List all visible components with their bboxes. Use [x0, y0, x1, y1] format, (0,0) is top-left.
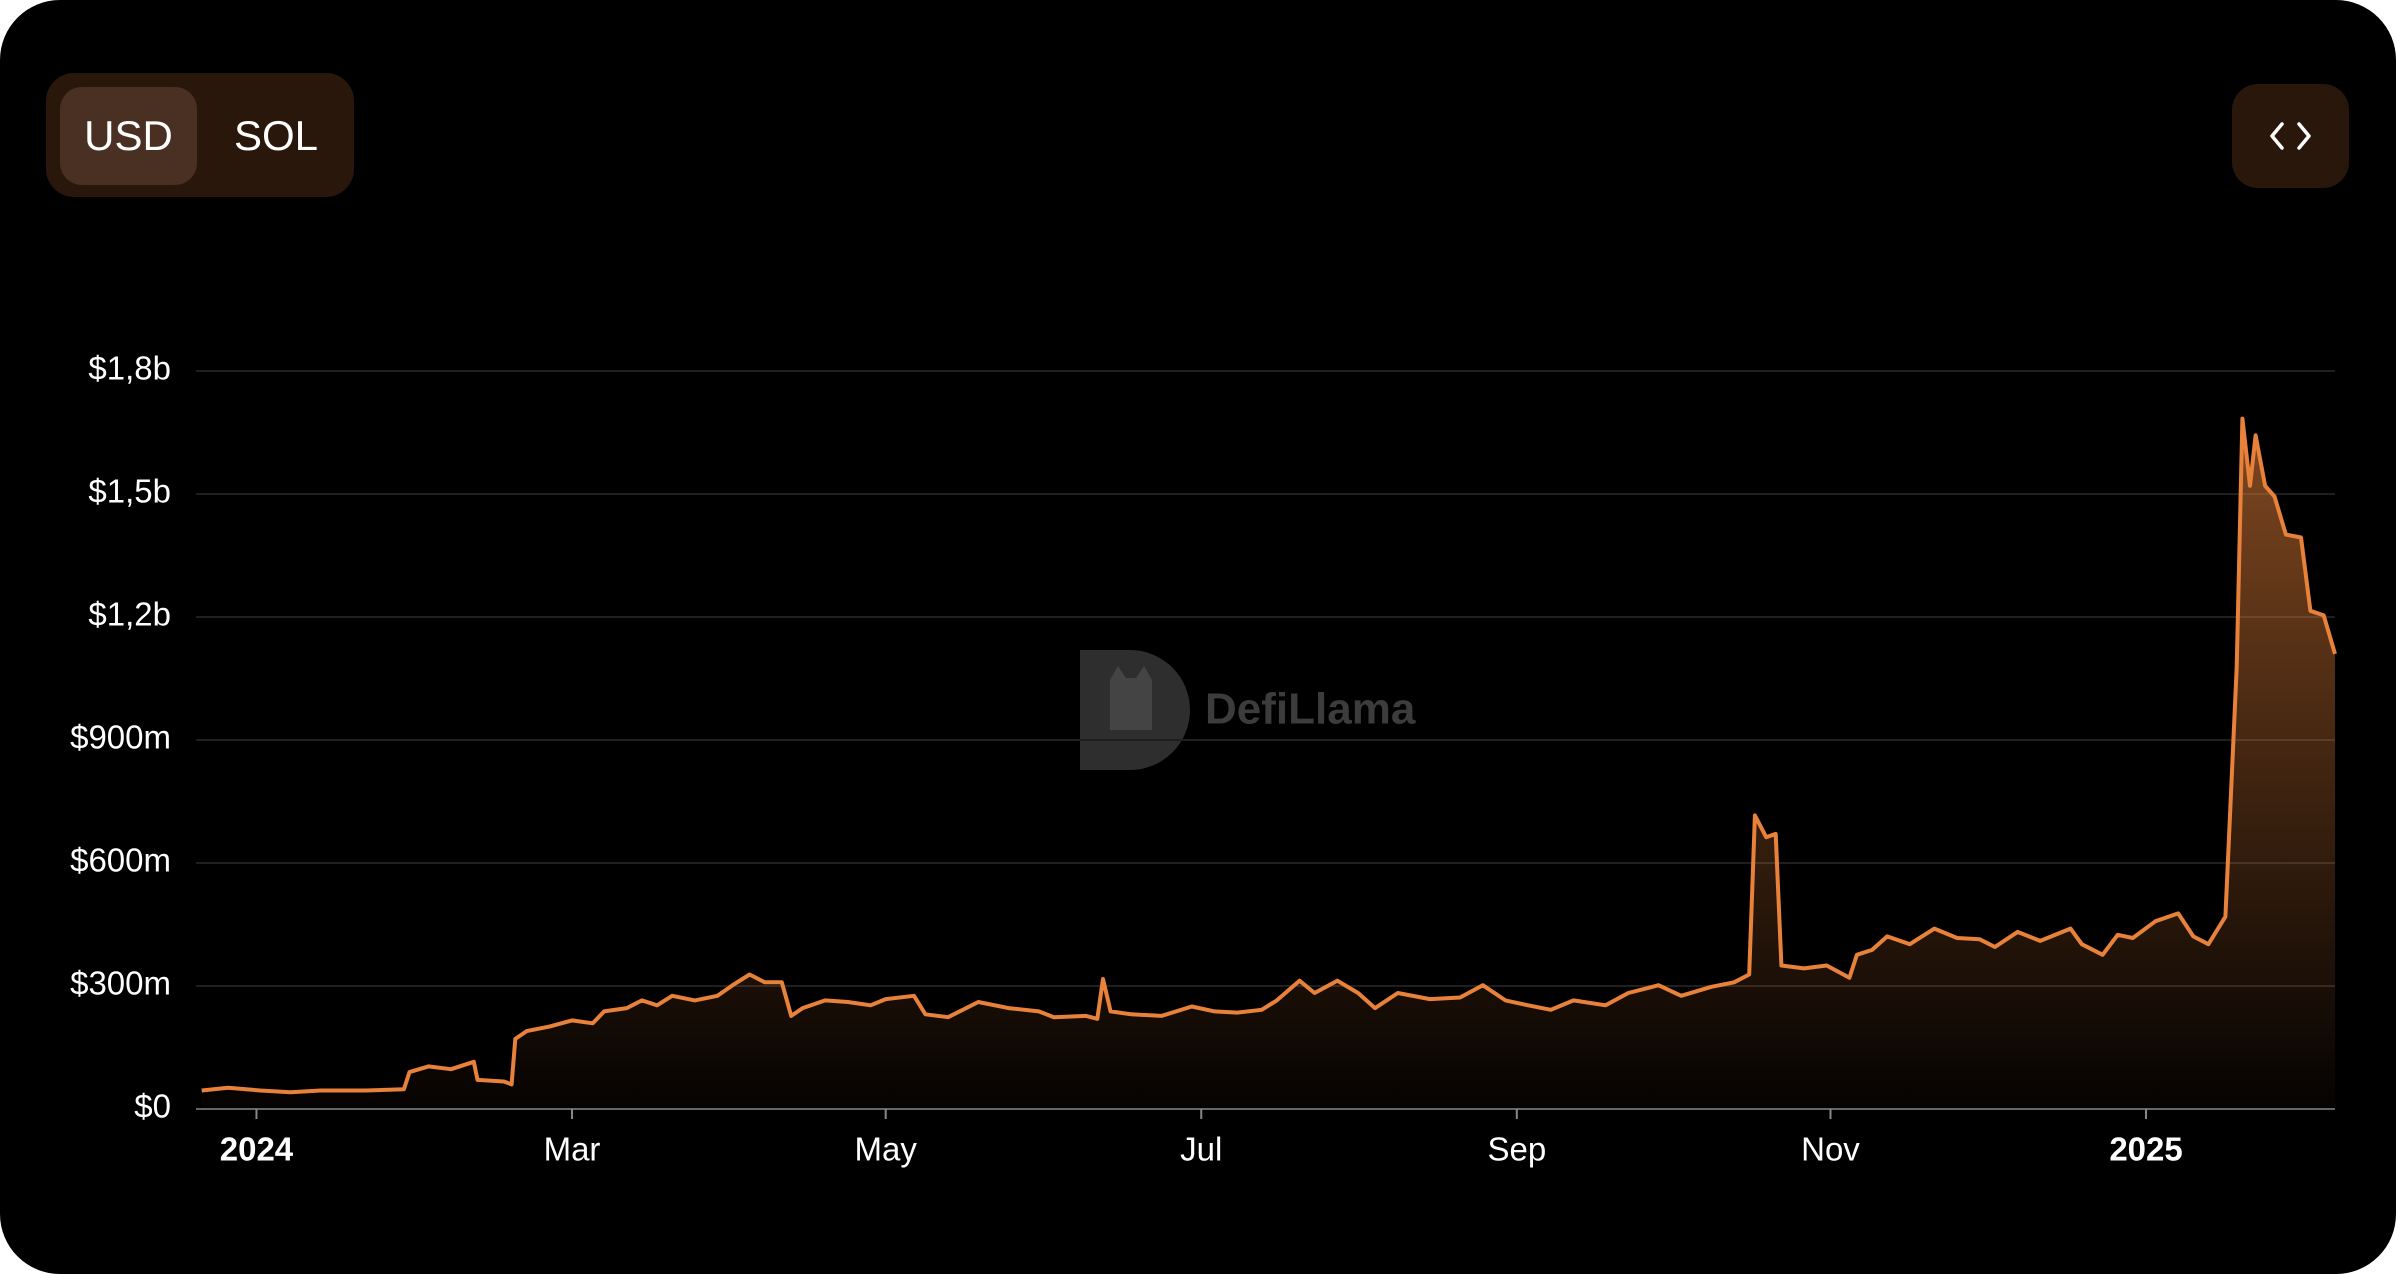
watermark: DefiLlama [1080, 650, 1416, 770]
x-tick-label: Nov [1801, 1131, 1860, 1168]
line [201, 416, 2337, 1095]
currency-option[interactable]: SOL [233, 112, 319, 159]
y-tick-label: $600m [70, 842, 171, 879]
x-tick-label: Sep [1487, 1131, 1546, 1168]
y-tick-label: $900m [70, 719, 171, 756]
y-tick-label: $1,8b [88, 350, 171, 387]
y-tick-label: $1,5b [88, 473, 171, 510]
y-tick-label: $300m [70, 965, 171, 1002]
x-tick-label: Jul [1180, 1131, 1222, 1168]
x-tick-label: May [855, 1131, 918, 1168]
y-tick-label: $1,2b [88, 596, 171, 633]
embed-button[interactable] [2232, 84, 2349, 188]
x-tick-label: 2025 [2109, 1131, 2182, 1168]
currency-toggle: USD SOL [46, 73, 354, 197]
area-fill [201, 418, 2336, 1110]
embed-icon [2270, 122, 2311, 150]
y-tick-label: $0 [134, 1088, 171, 1125]
x-tick-label: Mar [544, 1131, 601, 1168]
watermark-text: DefiLlama [1205, 685, 1416, 734]
x-tick-label: 2024 [220, 1131, 294, 1168]
currency-option[interactable]: USD [60, 87, 197, 185]
